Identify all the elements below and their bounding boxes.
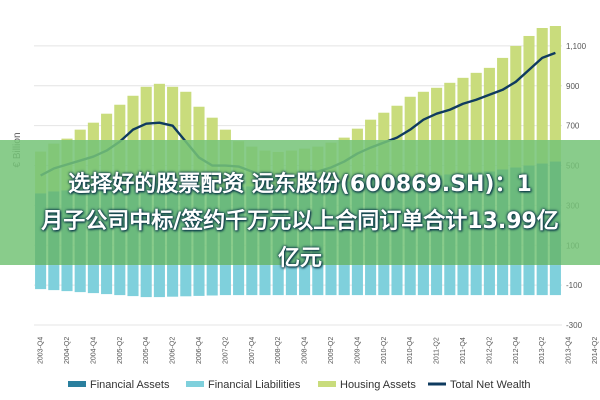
housing-assets-bar [483, 67, 495, 172]
financial-liabilities-bar [153, 265, 165, 298]
financial-liabilities-bar [127, 265, 139, 297]
financial-liabilities-bar [444, 265, 456, 296]
legend-swatch [186, 381, 204, 387]
financial-liabilities-bar [74, 265, 86, 293]
financial-liabilities-bar [536, 265, 548, 296]
x-tick-label: 2008-Q4 [302, 337, 309, 364]
financial-liabilities-bar [87, 265, 99, 294]
x-axis-ticks: 2003-Q4 2004-Q2 2004-Q4 2005-Q2 2005-Q4 2006-… [38, 337, 599, 364]
housing-assets-bar [549, 26, 561, 162]
housing-assets-bar [167, 86, 179, 185]
housing-assets-bar [404, 96, 416, 177]
y-tick-label: 700 [566, 122, 580, 131]
x-tick-label: 2004-Q4 [90, 337, 97, 364]
housing-assets-bar [457, 77, 469, 174]
x-tick-label: 2014-Q2 [592, 337, 599, 364]
headline-line-3: 亿元 [277, 246, 322, 271]
financial-liabilities-bar [523, 265, 535, 296]
x-tick-label: 2011-Q4 [460, 337, 467, 364]
chart-legend: Financial Assets Financial Liabilities Hou… [68, 379, 531, 391]
financial-liabilities-bar [497, 265, 509, 296]
headline-banner [0, 140, 600, 265]
y-tick-label: 900 [566, 82, 580, 91]
housing-assets-bar [417, 91, 429, 176]
financial-liabilities-bar [285, 265, 297, 296]
x-tick-label: 2010-Q2 [381, 337, 388, 364]
financial-liabilities-bar [193, 265, 205, 296]
legend-label: Financial Assets [90, 379, 170, 391]
financial-liabilities-bar [325, 265, 337, 296]
x-tick-label: 2005-Q4 [143, 337, 150, 364]
x-tick-label: 2013-Q2 [539, 337, 546, 364]
financial-liabilities-bar [549, 265, 561, 296]
financial-liabilities-bar [219, 265, 231, 296]
x-tick-label: 2003-Q4 [38, 337, 45, 364]
financial-liabilities-bar [35, 265, 47, 290]
headline-line-1: 选择好的股票配资 远东股份(600869.SH)：1 [68, 172, 532, 197]
financial-liabilities-bar [167, 265, 179, 297]
financial-liabilities-bar [299, 265, 311, 296]
financial-liabilities-bar [365, 265, 377, 296]
housing-assets-bar [153, 83, 165, 184]
financial-liabilities-bar [510, 265, 522, 296]
legend-label: Financial Liabilities [208, 379, 301, 391]
financial-liabilities-bar [391, 265, 403, 296]
financial-liabilities-bar [272, 265, 284, 296]
y-tick-label: -300 [566, 321, 583, 330]
financial-liabilities-bar [61, 265, 73, 292]
housing-assets-bar [140, 86, 152, 185]
y-tick-label: 1,100 [566, 42, 587, 51]
headline-overlay: 选择好的股票配资 远东股份(600869.SH)：1 月子公司中标/签约千万元以… [0, 166, 600, 277]
financial-liabilities-bar [206, 265, 218, 296]
financial-liabilities-bar [140, 265, 152, 298]
financial-liabilities-bar [114, 265, 126, 296]
legend-label: Total Net Wealth [450, 379, 531, 391]
x-tick-label: 2012-Q4 [513, 337, 520, 364]
financial-liabilities-bar [246, 265, 258, 296]
y-tick-label: -100 [566, 281, 583, 290]
x-tick-label: 2008-Q2 [275, 337, 282, 364]
financial-liabilities-bar [101, 265, 113, 295]
x-tick-label: 2011-Q2 [434, 337, 441, 364]
financial-liabilities-bar [338, 265, 350, 296]
housing-assets-bar [180, 91, 192, 186]
x-tick-label: 2005-Q2 [117, 337, 124, 364]
x-tick-label: 2013-Q4 [566, 337, 573, 364]
housing-assets-bar [536, 27, 548, 164]
x-tick-label: 2006-Q2 [170, 337, 177, 364]
x-tick-label: 2010-Q4 [407, 337, 414, 364]
housing-assets-bar [523, 35, 535, 166]
financial-liabilities-bar [431, 265, 443, 296]
financial-liabilities-bar [312, 265, 324, 296]
financial-liabilities-bar [470, 265, 482, 296]
financial-liabilities-bar [457, 265, 469, 296]
legend-swatch [318, 381, 336, 387]
housing-assets-bar [444, 82, 456, 175]
housing-assets-bar [510, 45, 522, 168]
financial-liabilities-bar [48, 265, 60, 291]
x-tick-label: 2007-Q2 [222, 337, 229, 364]
legend-swatch [68, 381, 86, 387]
headline-line-2: 月子公司中标/签约千万元以上合同订单合计13.99亿 [41, 209, 559, 234]
financial-liabilities-bar [417, 265, 429, 296]
financial-liabilities-bar [351, 265, 363, 296]
financial-liabilities-bar [378, 265, 390, 296]
x-tick-label: 2007-Q4 [249, 337, 256, 364]
housing-assets-bar [470, 72, 482, 173]
financial-liabilities-bar [233, 265, 245, 296]
financial-liabilities-bar [404, 265, 416, 296]
x-tick-label: 2004-Q2 [64, 337, 71, 364]
housing-assets-bar [431, 87, 443, 176]
financial-liabilities-bar [483, 265, 495, 296]
financial-liabilities-bar [180, 265, 192, 297]
x-tick-label: 2009-Q4 [354, 337, 361, 364]
x-tick-label: 2009-Q2 [328, 337, 335, 364]
housing-assets-bar [497, 57, 509, 170]
legend-label: Housing Assets [340, 379, 416, 391]
financial-liabilities-bar [259, 265, 271, 296]
x-tick-label: 2012-Q2 [486, 337, 493, 364]
x-tick-label: 2006-Q4 [196, 337, 203, 364]
